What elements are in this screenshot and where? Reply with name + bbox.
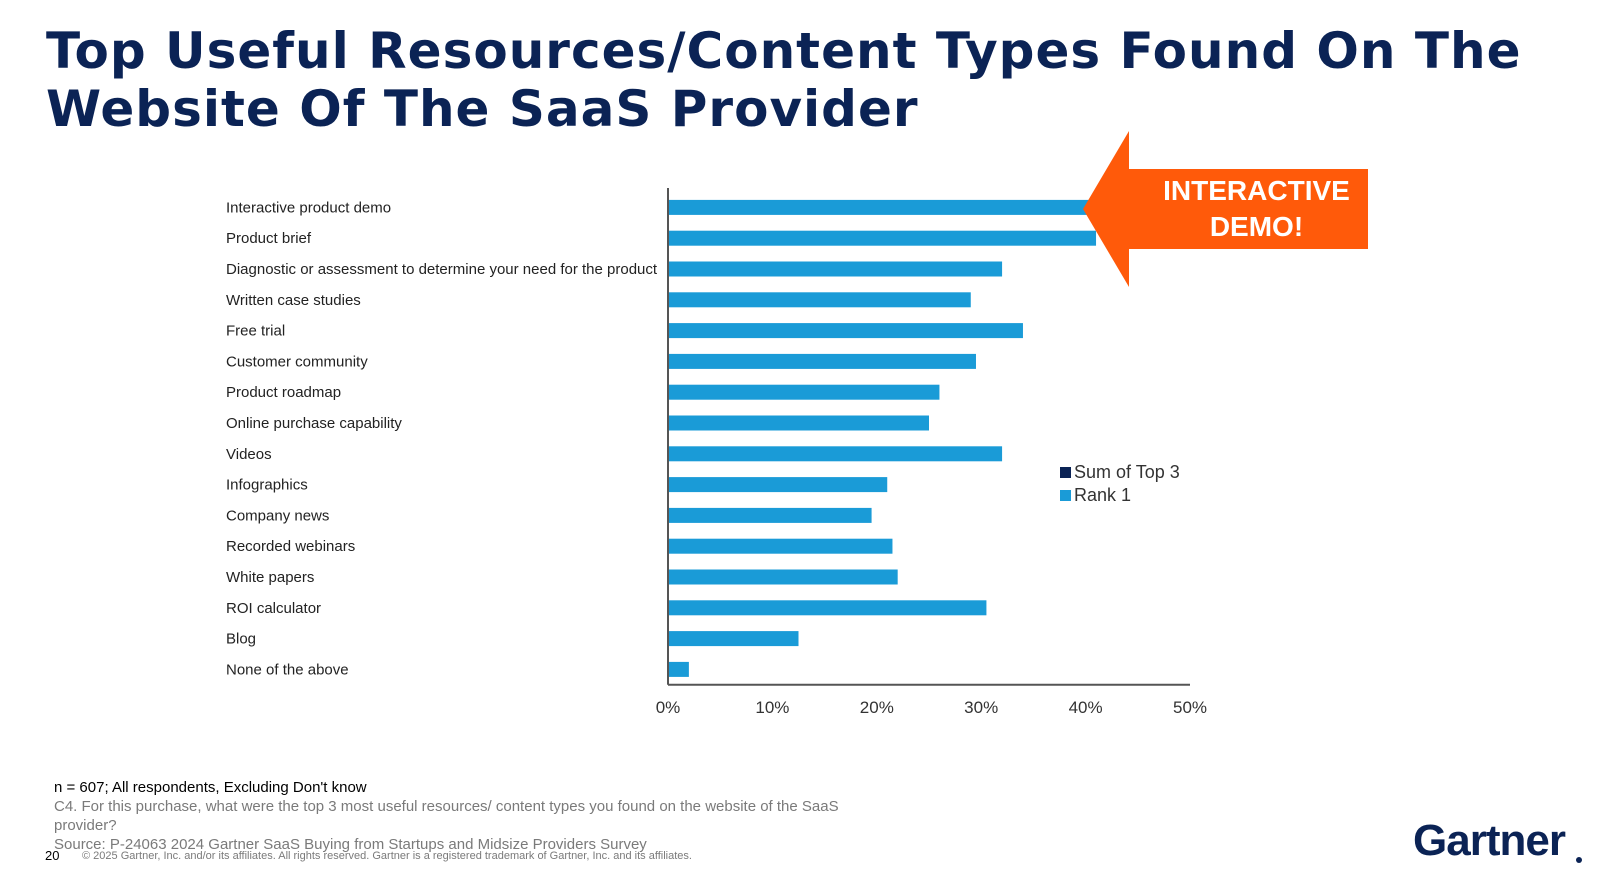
gartner-logo: Gartner [1413, 816, 1566, 865]
bar-rank-1 [668, 261, 1003, 277]
category-label: Customer community [226, 353, 368, 370]
bar-rank-1 [668, 538, 893, 554]
bar-rank-1 [668, 292, 971, 308]
bar-rank-1 [668, 353, 976, 369]
x-tick-label: 0% [656, 698, 681, 717]
bar-rank-1 [668, 600, 987, 616]
category-label: Videos [226, 446, 272, 463]
bar-chart: Interactive product demo Product brief Dia… [226, 188, 1207, 717]
category-label: None of the above [226, 661, 349, 678]
x-tick-label: 30% [964, 698, 998, 717]
x-tick-label: 40% [1069, 698, 1103, 717]
sample-size-note: n = 607; All respondents, Excluding Don'… [54, 779, 367, 796]
copyright-note: © 2025 Gartner, Inc. and/or its affiliat… [82, 850, 692, 862]
bar-rank-1 [668, 661, 689, 677]
bar-rank-1 [668, 415, 929, 431]
category-label: Product brief [226, 230, 312, 247]
category-label: Written case studies [226, 292, 361, 309]
category-label: Company news [226, 507, 329, 524]
category-label: Infographics [226, 477, 308, 494]
legend-swatch [1060, 467, 1071, 478]
bar-rank-1 [668, 446, 1003, 462]
callout-label: INTERACTIVE DEMO! [1163, 175, 1350, 242]
logo-registered-dot [1576, 857, 1582, 863]
bar-rank-1 [668, 631, 799, 647]
legend-entry: Sum of Top 3 [1074, 462, 1180, 482]
category-label: Recorded webinars [226, 538, 355, 555]
category-label: Interactive product demo [226, 199, 391, 216]
x-tick-label: 50% [1173, 698, 1207, 717]
bar-rank-1 [668, 199, 1117, 215]
survey-question: C4. For this purchase, what were the top… [54, 798, 839, 834]
bar-rank-1 [668, 384, 940, 400]
category-label: Online purchase capability [226, 415, 402, 432]
legend-entry: Rank 1 [1074, 485, 1131, 505]
left-arrow-icon [1083, 131, 1368, 287]
callout-arrow [1083, 131, 1368, 287]
interactive-demo-callout: INTERACTIVE DEMO! [1083, 131, 1368, 287]
page-number: 20 [45, 848, 60, 863]
bar-rank-1 [668, 507, 872, 523]
category-label: Blog [226, 631, 256, 648]
source-note: Source: P-24063 2024 Gartner SaaS Buying… [54, 836, 647, 853]
bar-rank-1 [668, 477, 888, 493]
category-label: White papers [226, 569, 314, 586]
category-label: Product roadmap [226, 384, 341, 401]
category-label: Diagnostic or assessment to determine yo… [226, 261, 658, 278]
x-tick-label: 10% [755, 698, 789, 717]
category-label: Free trial [226, 323, 285, 340]
x-tick-label: 20% [860, 698, 894, 717]
bar-rank-1 [668, 569, 898, 585]
bar-rank-1 [668, 323, 1023, 339]
bar-rank-1 [668, 230, 1097, 246]
legend-swatch [1060, 490, 1071, 501]
slide-title: Top Useful Resources/Content Types Found… [46, 22, 1522, 138]
footnotes: n = 607; All respondents, Excluding Don'… [54, 778, 874, 854]
category-label: ROI calculator [226, 600, 321, 617]
